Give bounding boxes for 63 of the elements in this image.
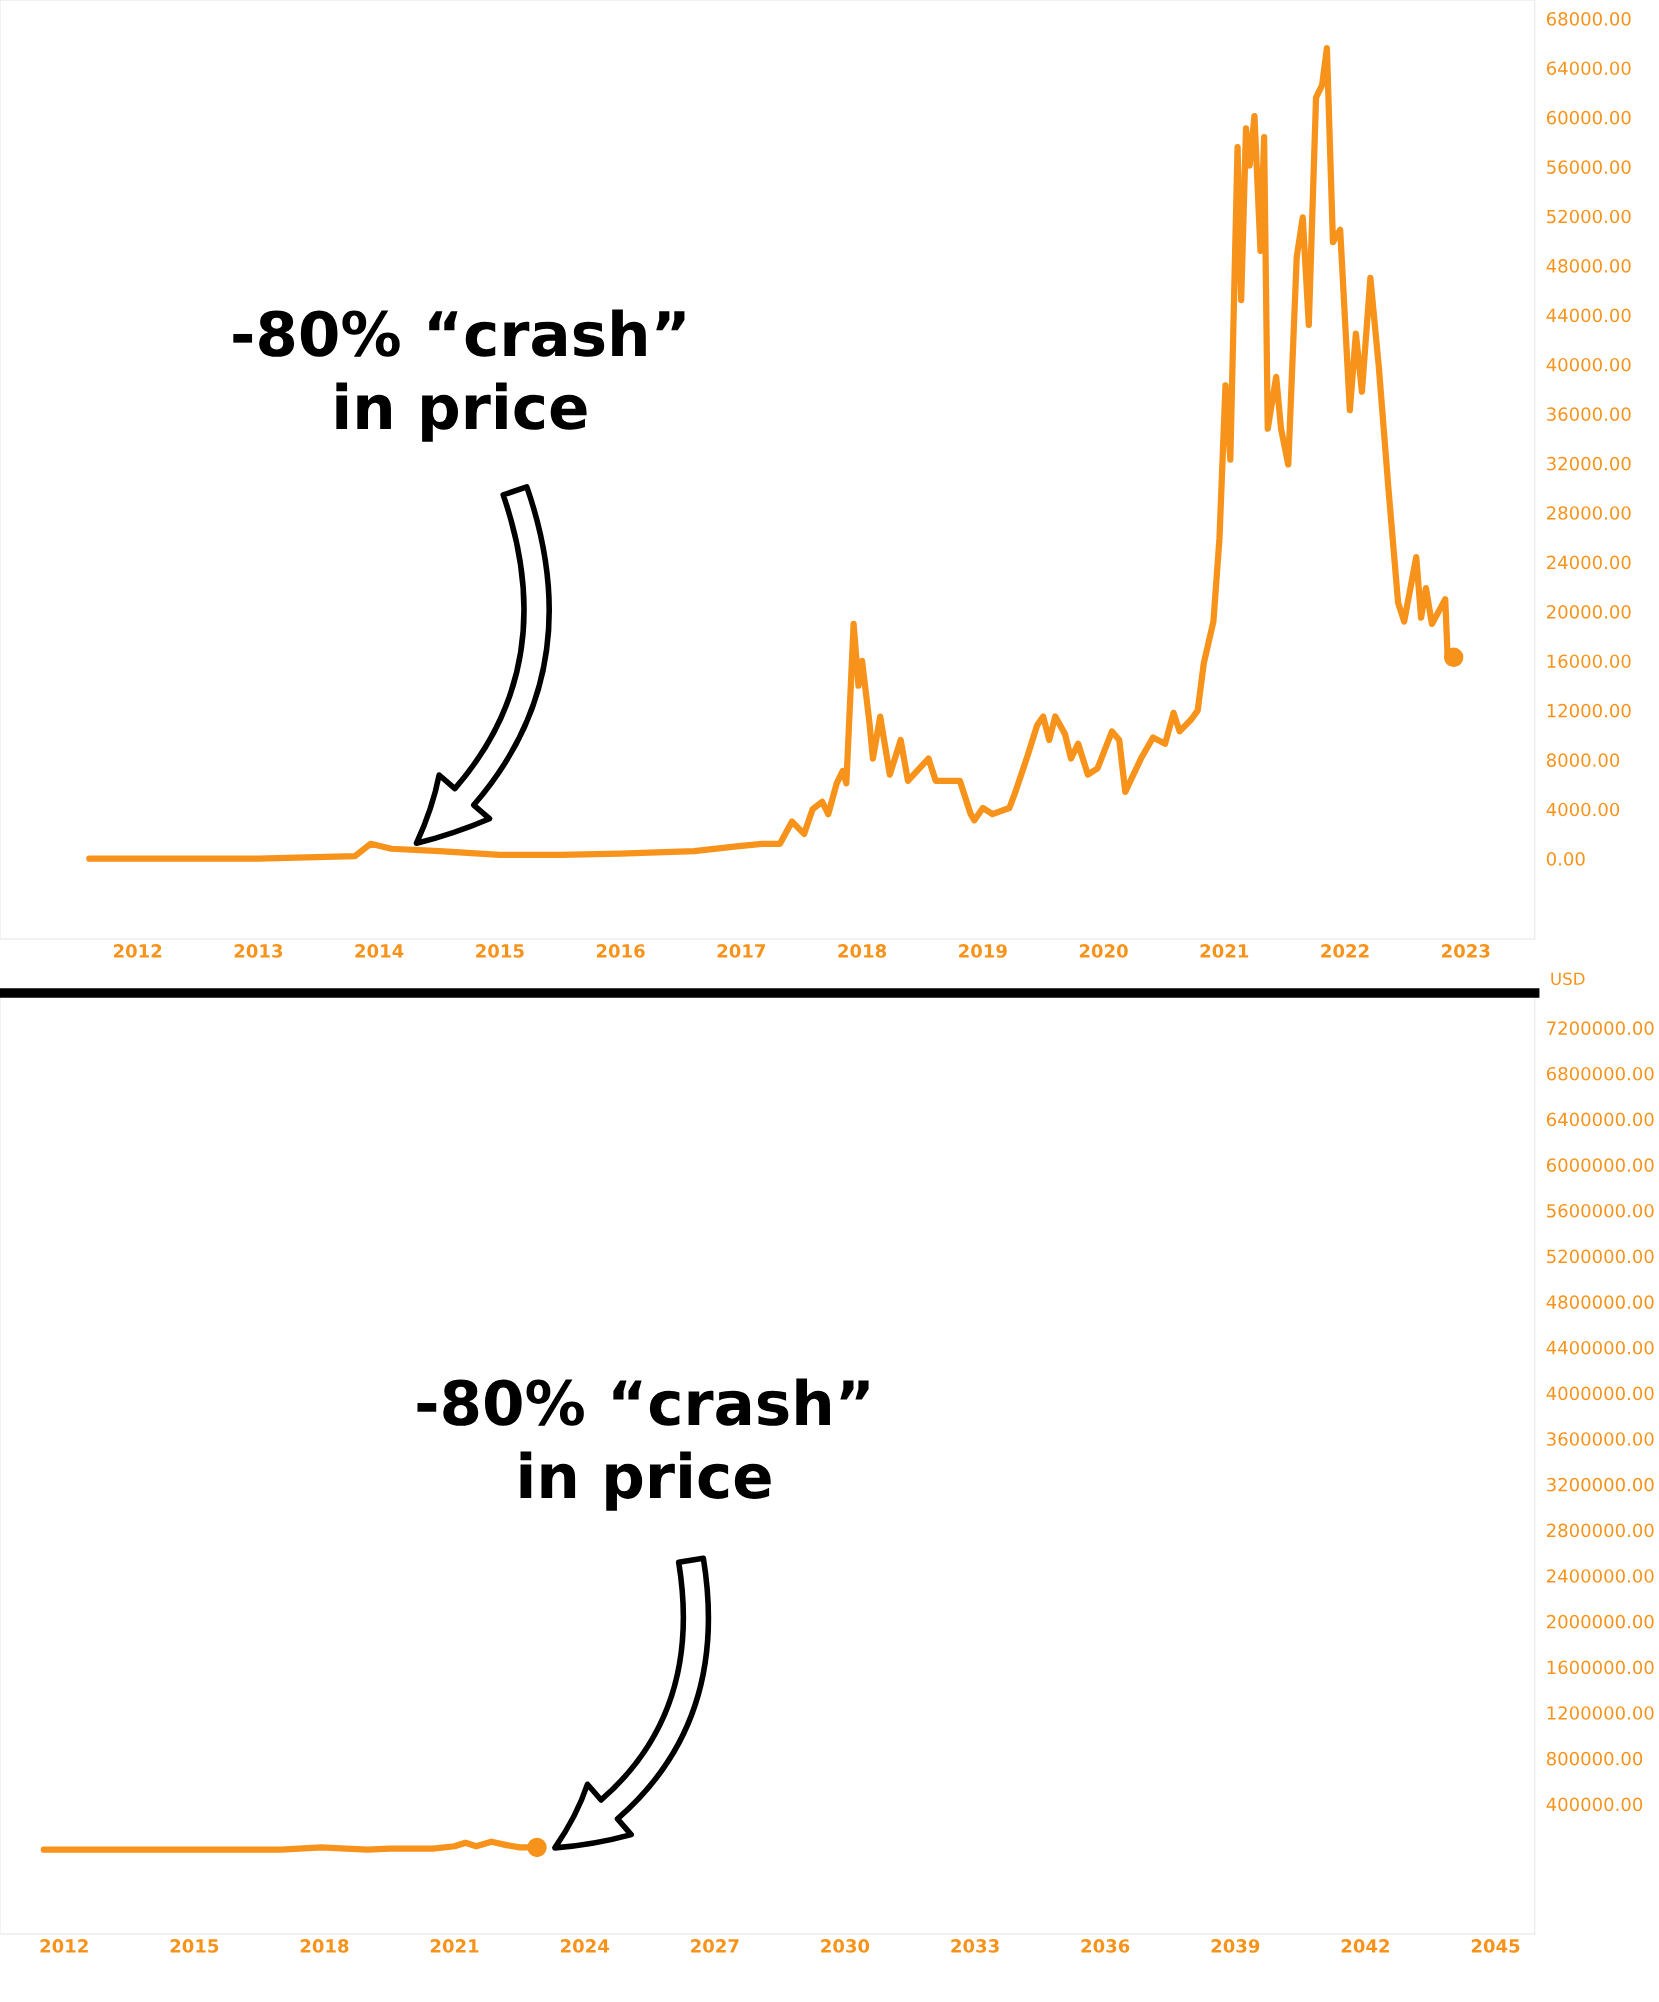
x-tick-label: 2036 [1081, 1939, 1130, 1953]
y-tick-label: 4000.00 [1546, 802, 1620, 817]
y-tick-label: 40000.00 [1546, 357, 1631, 372]
x-tick-label: 2023 [1442, 944, 1490, 958]
x-tick-label: 2013 [234, 944, 283, 958]
y-tick-label: 16000.00 [1547, 654, 1631, 669]
y-tick-label: 20000.00 [1547, 605, 1631, 619]
y-tick-label: 3200000.00 [1547, 1477, 1654, 1492]
x-tick-label: 2014 [355, 944, 404, 958]
annotation: -80% “crash” in price [233, 309, 685, 442]
y-tick-label: 800000.00 [1546, 1751, 1643, 1766]
y-tick-label: 2000000.00 [1547, 1614, 1654, 1629]
y-tick-label: 68000.00 [1546, 11, 1631, 26]
y-tick-label: 5600000.00 [1547, 1203, 1654, 1218]
y-tick-label: 32000.00 [1547, 456, 1631, 471]
y-tick-label: 4000000.00 [1546, 1386, 1654, 1401]
y-tick-label: 6800000.00 [1546, 1066, 1654, 1081]
x-tick-label: 2030 [821, 1939, 870, 1953]
x-tick-label: 2027 [691, 1939, 739, 1953]
x-tick-label: 2045 [1471, 1939, 1520, 1953]
annotation: -80% “crash” in price [417, 1378, 869, 1511]
x-tick-label: 2015 [476, 944, 524, 958]
y-tick-label: 6400000.00 [1546, 1112, 1654, 1127]
y-tick-label: 1600000.00 [1547, 1660, 1654, 1675]
y-tick-label: 52000.00 [1547, 209, 1631, 224]
y-tick-label: 7200000.00 [1547, 1021, 1654, 1035]
x-tick-label: 2020 [1079, 944, 1128, 958]
y-tick-label: 8000.00 [1546, 753, 1620, 767]
y-tick-label: 60000.00 [1546, 110, 1631, 125]
y-axis-title: USD [1551, 972, 1585, 986]
x-tick-label: 2033 [951, 1939, 999, 1953]
y-tick-label: 5200000.00 [1547, 1249, 1654, 1264]
x-tick-label: 2012 [40, 1939, 88, 1953]
y-tick-label: 64000.00 [1546, 61, 1631, 76]
y-tick-label: 36000.00 [1547, 407, 1631, 421]
y-tick-label: 28000.00 [1547, 506, 1631, 520]
y-tick-label: 4400000.00 [1546, 1340, 1654, 1355]
x-tick-label: 2024 [560, 1939, 609, 1953]
y-tick-label: 400000.00 [1546, 1797, 1643, 1812]
y-tick-label: 44000.00 [1546, 308, 1631, 323]
y-tick-label: 0.00 [1546, 852, 1585, 866]
x-tick-label: 2015 [170, 1939, 219, 1953]
y-tick-label: 12000.00 [1547, 703, 1631, 718]
x-tick-label: 2021 [430, 1939, 479, 1953]
y-tick-label: 56000.00 [1547, 160, 1631, 174]
y-tick-label: 1200000.00 [1547, 1706, 1654, 1720]
x-tick-label: 2012 [113, 944, 162, 958]
x-tick-label: 2018 [838, 944, 887, 958]
y-tick-label: 4800000.00 [1546, 1295, 1654, 1309]
x-tick-label: 2042 [1341, 1939, 1389, 1953]
x-tick-label: 2022 [1321, 944, 1369, 958]
x-tick-label: 2039 [1211, 1939, 1260, 1953]
x-tick-label: 2018 [300, 1939, 349, 1953]
y-tick-label: 24000.00 [1547, 555, 1631, 570]
x-tick-label: 2021 [1200, 944, 1249, 958]
y-tick-label: 6000000.00 [1546, 1158, 1654, 1172]
x-tick-label: 2019 [959, 944, 1007, 958]
x-tick-label: 2017 [717, 944, 766, 958]
x-tick-label: 2016 [596, 944, 645, 958]
y-tick-label: 2400000.00 [1547, 1569, 1654, 1583]
y-tick-label: 3600000.00 [1547, 1432, 1654, 1446]
y-tick-label: 48000.00 [1546, 259, 1631, 273]
y-tick-label: 2800000.00 [1547, 1523, 1654, 1538]
